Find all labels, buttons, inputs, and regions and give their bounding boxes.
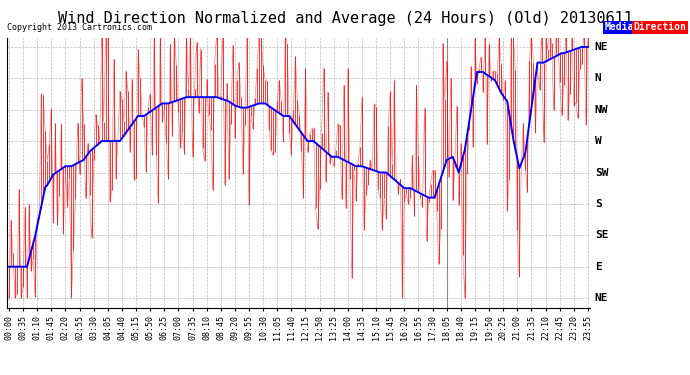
Text: N: N <box>595 74 602 83</box>
Text: Direction: Direction <box>633 22 687 33</box>
Text: Median: Median <box>604 22 640 33</box>
Text: NE: NE <box>595 293 609 303</box>
Text: NE: NE <box>595 42 609 52</box>
Text: Wind Direction Normalized and Average (24 Hours) (Old) 20130611: Wind Direction Normalized and Average (2… <box>57 11 633 26</box>
Text: SE: SE <box>595 230 609 240</box>
Text: NW: NW <box>595 105 609 115</box>
Text: Copyright 2013 Cartronics.com: Copyright 2013 Cartronics.com <box>7 22 152 32</box>
Text: SW: SW <box>595 168 609 177</box>
Text: W: W <box>595 136 602 146</box>
Text: E: E <box>595 262 602 272</box>
Text: S: S <box>595 199 602 209</box>
